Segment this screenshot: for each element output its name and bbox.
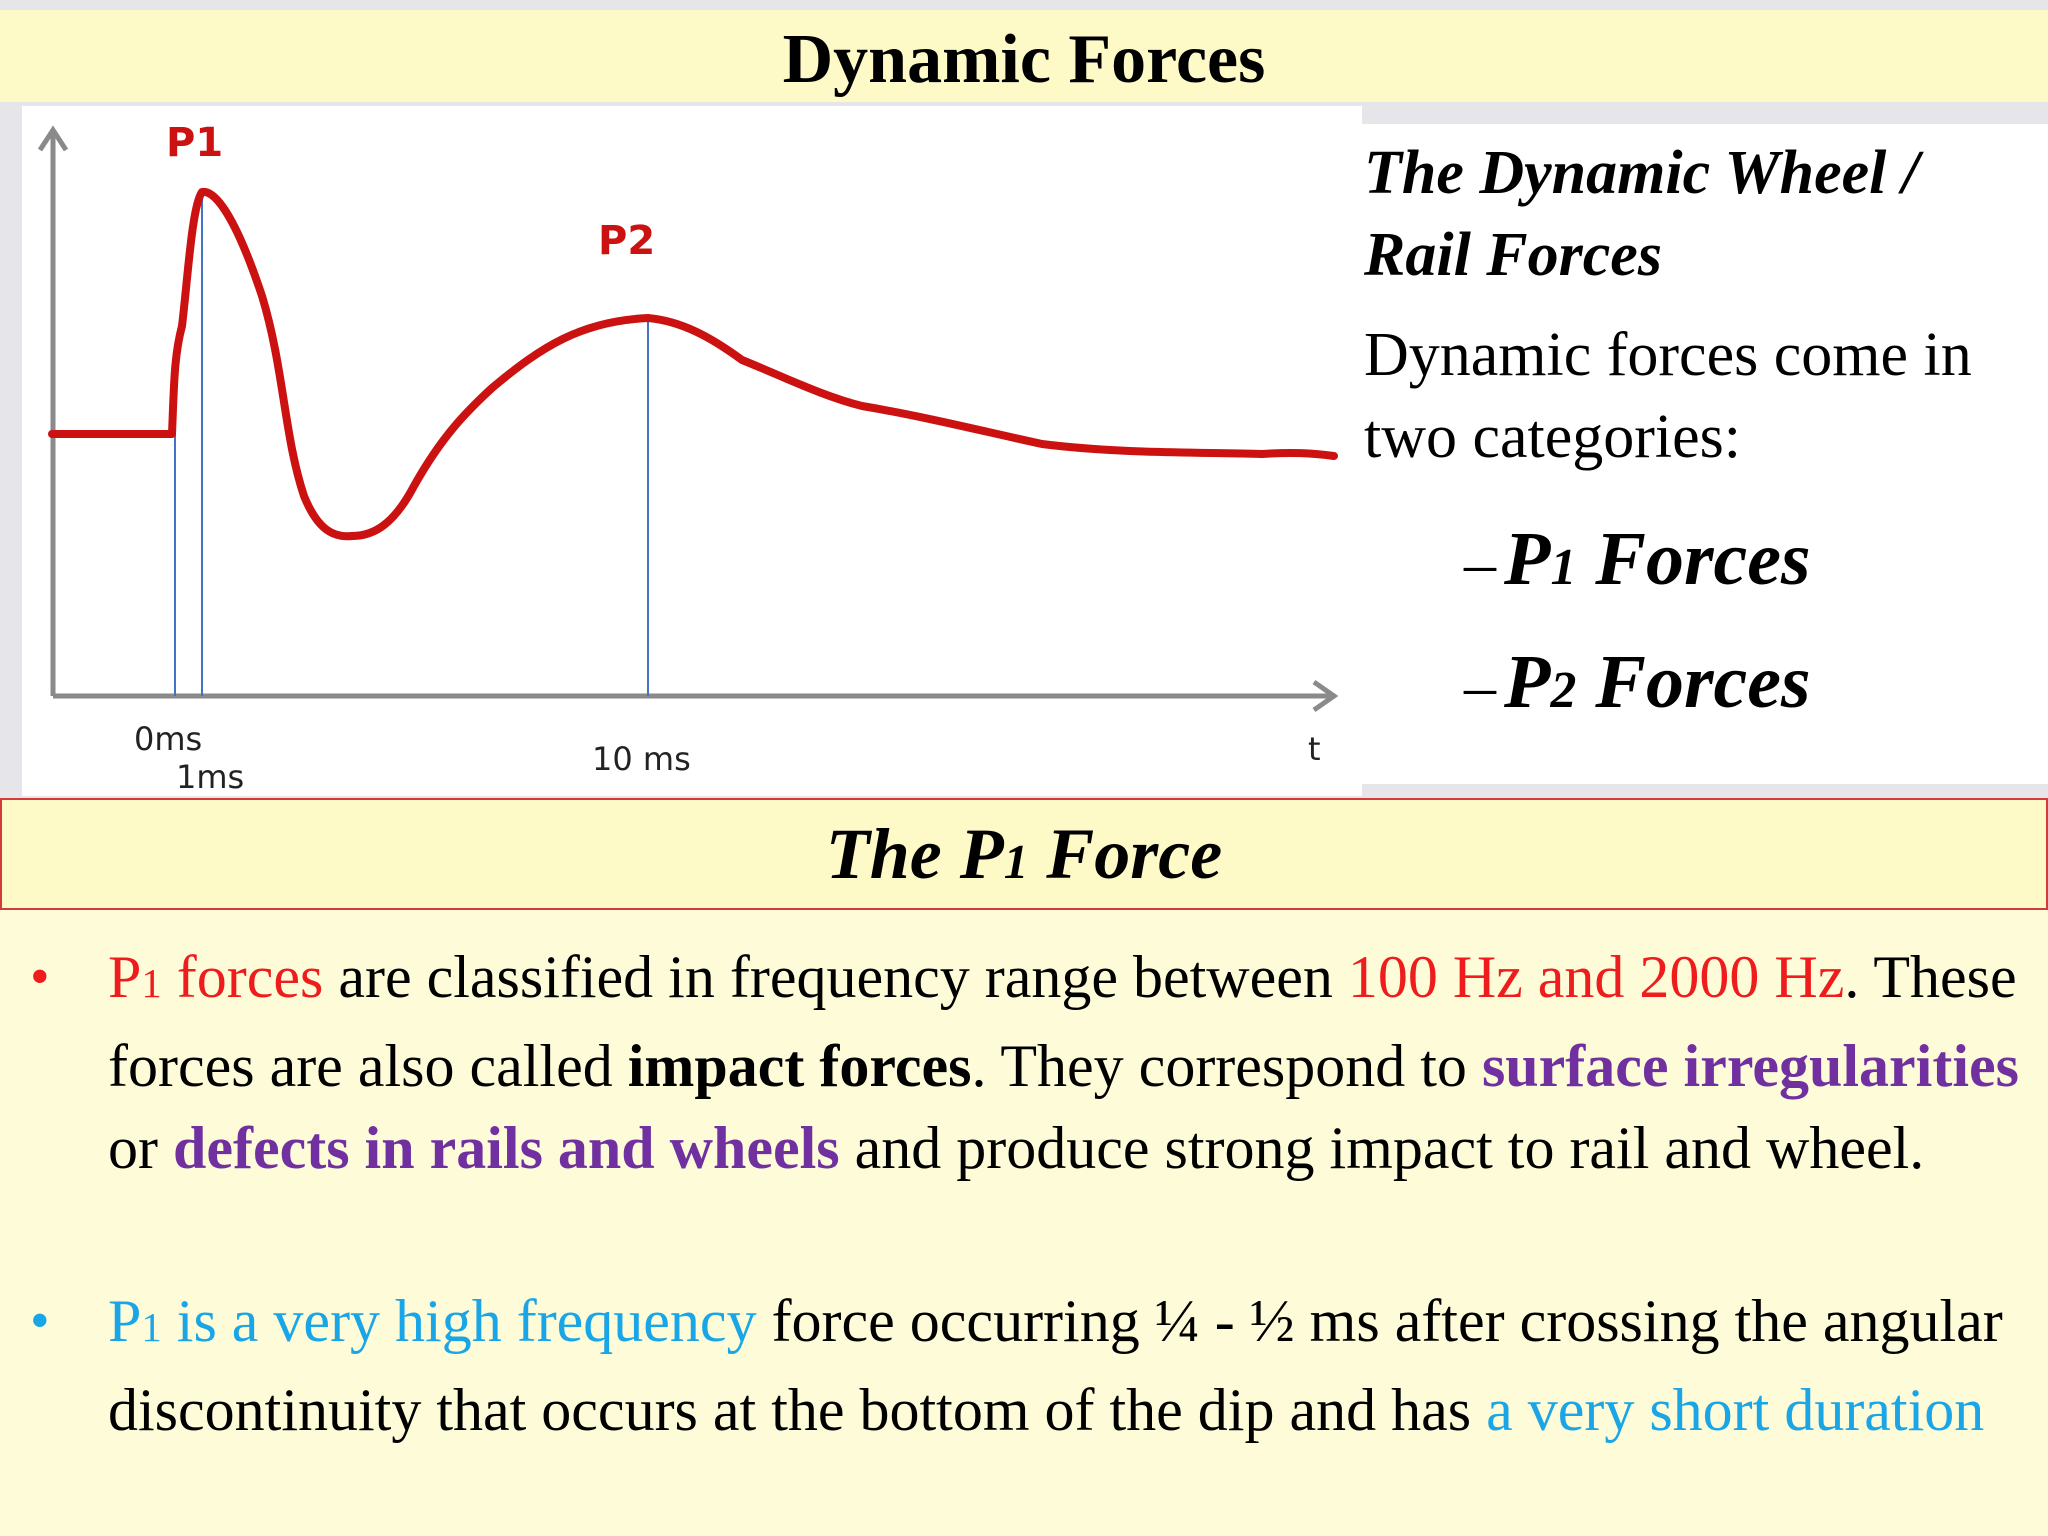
- p1-rest: forces: [161, 944, 324, 1010]
- side-item-p1: – P1 Forces: [1464, 502, 1811, 625]
- short-duration-text: a very short duration: [1486, 1377, 1985, 1443]
- item-rest: Forces: [1576, 640, 1811, 724]
- item-rest: Forces: [1576, 517, 1811, 601]
- p2-label: P2: [598, 218, 655, 264]
- text-segment: . They correspond to: [971, 1033, 1482, 1099]
- chart-svg: P1 P2 0ms 1ms 10 ms t: [37, 120, 1339, 796]
- p1-main: P: [108, 1288, 142, 1354]
- tick-label-10ms: 10 ms: [592, 740, 691, 778]
- p1-sub: 1: [141, 1305, 162, 1350]
- p1-forces-text: P1 forces: [108, 944, 323, 1010]
- dash-glyph: –: [1464, 527, 1496, 598]
- tick-label-0ms: 0ms: [134, 720, 202, 758]
- text-segment: force occurring ¼ - ½ ms after crossing …: [108, 1288, 2003, 1443]
- defects-term: defects in rails and wheels: [172, 1115, 840, 1181]
- p1-high-frequency-text: P1 is a very high frequency: [108, 1288, 757, 1354]
- side-panel: The Dynamic Wheel / Rail Forces Dynamic …: [1362, 124, 2048, 784]
- bullet-p1-frequency: • P1 is a very high frequency force occu…: [30, 1280, 2028, 1451]
- side-heading: The Dynamic Wheel / Rail Forces: [1364, 139, 1920, 289]
- subtitle-main: The P: [825, 814, 1004, 894]
- force-curve: [48, 187, 1338, 541]
- p1-sub: 1: [141, 961, 162, 1006]
- x-axis-arrow: [1312, 679, 1339, 713]
- dash-glyph: –: [1464, 650, 1496, 721]
- bullet-dot: •: [30, 946, 50, 1008]
- impact-forces-term: impact forces: [627, 1033, 972, 1099]
- text-segment: are classified in frequency range betwee…: [323, 944, 1348, 1010]
- subtitle-bar: The P1 Force: [0, 798, 2048, 910]
- content-area: • P1 forces are classified in frequency …: [0, 910, 2048, 1536]
- item-sub: 2: [1550, 662, 1577, 719]
- y-axis-arrow: [37, 125, 69, 152]
- surface-irregularities-term: surface irregularities: [1481, 1033, 2019, 1099]
- p1-main: P: [108, 944, 142, 1010]
- side-item-p2: – P2 Forces: [1464, 625, 1811, 748]
- text-segment: or: [108, 1115, 173, 1181]
- p1-rest: is a very high frequency: [161, 1288, 757, 1354]
- item-sub: 1: [1550, 539, 1577, 596]
- side-text: Dynamic forces come in two categories:: [1364, 321, 1972, 471]
- item-main: P: [1504, 640, 1551, 724]
- subtitle-rest: Force: [1028, 814, 1223, 894]
- side-list: – P1 Forces – P2 Forces: [1464, 502, 1811, 748]
- p1-label: P1: [166, 120, 223, 166]
- x-axis-label: t: [1308, 730, 1321, 768]
- subtitle-sub: 1: [1003, 834, 1029, 889]
- tick-label-1ms: 1ms: [176, 758, 244, 796]
- text-segment: . These forces are also called: [108, 944, 2017, 1099]
- subtitle: The P1 Force: [826, 814, 1222, 894]
- bullet-p1-forces: • P1 forces are classified in frequency …: [30, 936, 2028, 1189]
- frequency-range: 100 Hz and 2000 Hz: [1347, 944, 1845, 1010]
- slide-title: Dynamic Forces: [0, 10, 2048, 102]
- item-main: P: [1504, 517, 1551, 601]
- force-time-chart: P1 P2 0ms 1ms 10 ms t: [22, 106, 1362, 796]
- text-segment: and produce strong impact to rail and wh…: [839, 1115, 1925, 1181]
- bullet-dot: •: [30, 1290, 50, 1352]
